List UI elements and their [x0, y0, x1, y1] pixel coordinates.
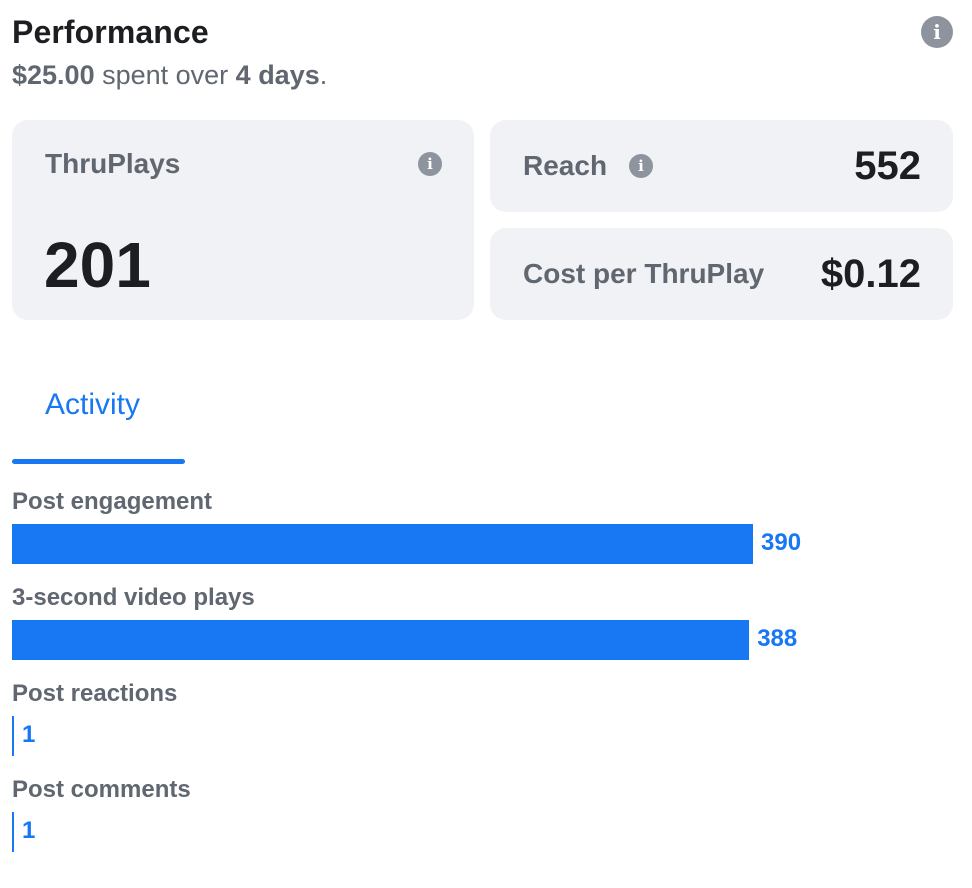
post-reactions-value: 1 [22, 721, 36, 748]
spend-duration: 4 days [235, 60, 320, 90]
post-engagement-value: 390 [761, 529, 802, 556]
reach-value: 552 [854, 144, 921, 188]
spend-summary: $25.00 spent over 4 days. [12, 60, 327, 91]
post-engagement-label: Post engagement [12, 488, 213, 515]
post-reactions-bar [12, 716, 14, 756]
cost-per-thruplay-label: Cost per ThruPlay [523, 258, 765, 289]
post-comments-value: 1 [22, 817, 36, 844]
spent-text: spent over [94, 60, 236, 90]
tab-activity-label: Activity [45, 388, 141, 421]
post-comments-label: Post comments [12, 776, 191, 803]
tab-activity[interactable]: Activity [12, 380, 185, 464]
reach-card: Reach i 552 [490, 120, 953, 212]
tab-active-indicator [12, 459, 185, 464]
post-reactions-label: Post reactions [12, 680, 178, 707]
thruplays-card: ThruPlays i 201 [12, 120, 474, 320]
cost-per-thruplay-value: $0.12 [820, 252, 921, 296]
thruplays-label: ThruPlays [45, 148, 181, 179]
page-title: Performance [12, 14, 209, 50]
cost-per-thruplay-card: Cost per ThruPlay $0.12 [490, 228, 953, 320]
info-icon[interactable]: i [921, 16, 953, 48]
thruplays-info-icon[interactable]: i [418, 152, 442, 176]
post-comments-bar [12, 812, 14, 852]
thruplays-value: 201 [44, 229, 151, 301]
three-second-video-plays-label: 3-second video plays [12, 584, 255, 611]
three-second-video-plays-value: 388 [757, 625, 798, 652]
spend-period: . [319, 60, 328, 90]
reach-label: Reach [523, 150, 608, 181]
post-engagement-bar [12, 524, 753, 564]
three-second-video-plays-bar [12, 620, 750, 660]
reach-info-icon[interactable]: i [629, 154, 653, 178]
spent-amount: $25.00 [12, 60, 95, 90]
